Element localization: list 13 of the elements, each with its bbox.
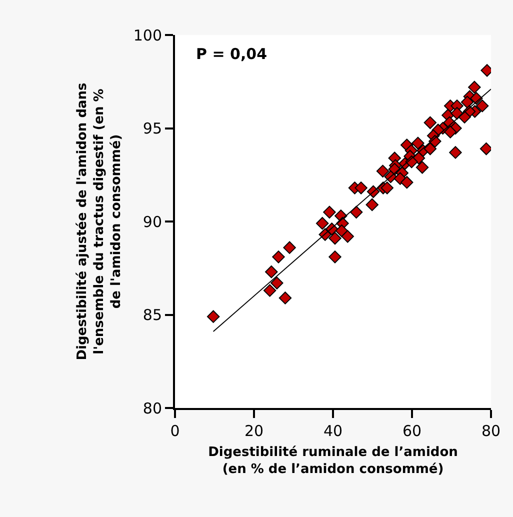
y-tick-label: 85 (142, 306, 162, 324)
y-tick-label: 95 (142, 120, 162, 138)
x-tick-label: 40 (323, 422, 343, 440)
x-tick-label: 20 (244, 422, 264, 440)
annotation: P = 0,04 (196, 45, 268, 63)
x-axis-title: Digestibilité ruminale de l’amidon (en % de l’amidon consommé) (208, 445, 458, 477)
y-tick-label: 90 (142, 212, 162, 231)
y-tick-label: 80 (142, 399, 162, 418)
x-tick-label: 60 (402, 422, 422, 440)
y-axis-title: Digestibilité ajustée de l'amidon dans l'ensemble du tractus digestif (en % de l'amidon consommé) (75, 82, 124, 360)
x-tick-label: 80 (481, 422, 501, 440)
y-tick-label: 100 (133, 26, 162, 44)
x-tick-label: 0 (170, 422, 180, 440)
